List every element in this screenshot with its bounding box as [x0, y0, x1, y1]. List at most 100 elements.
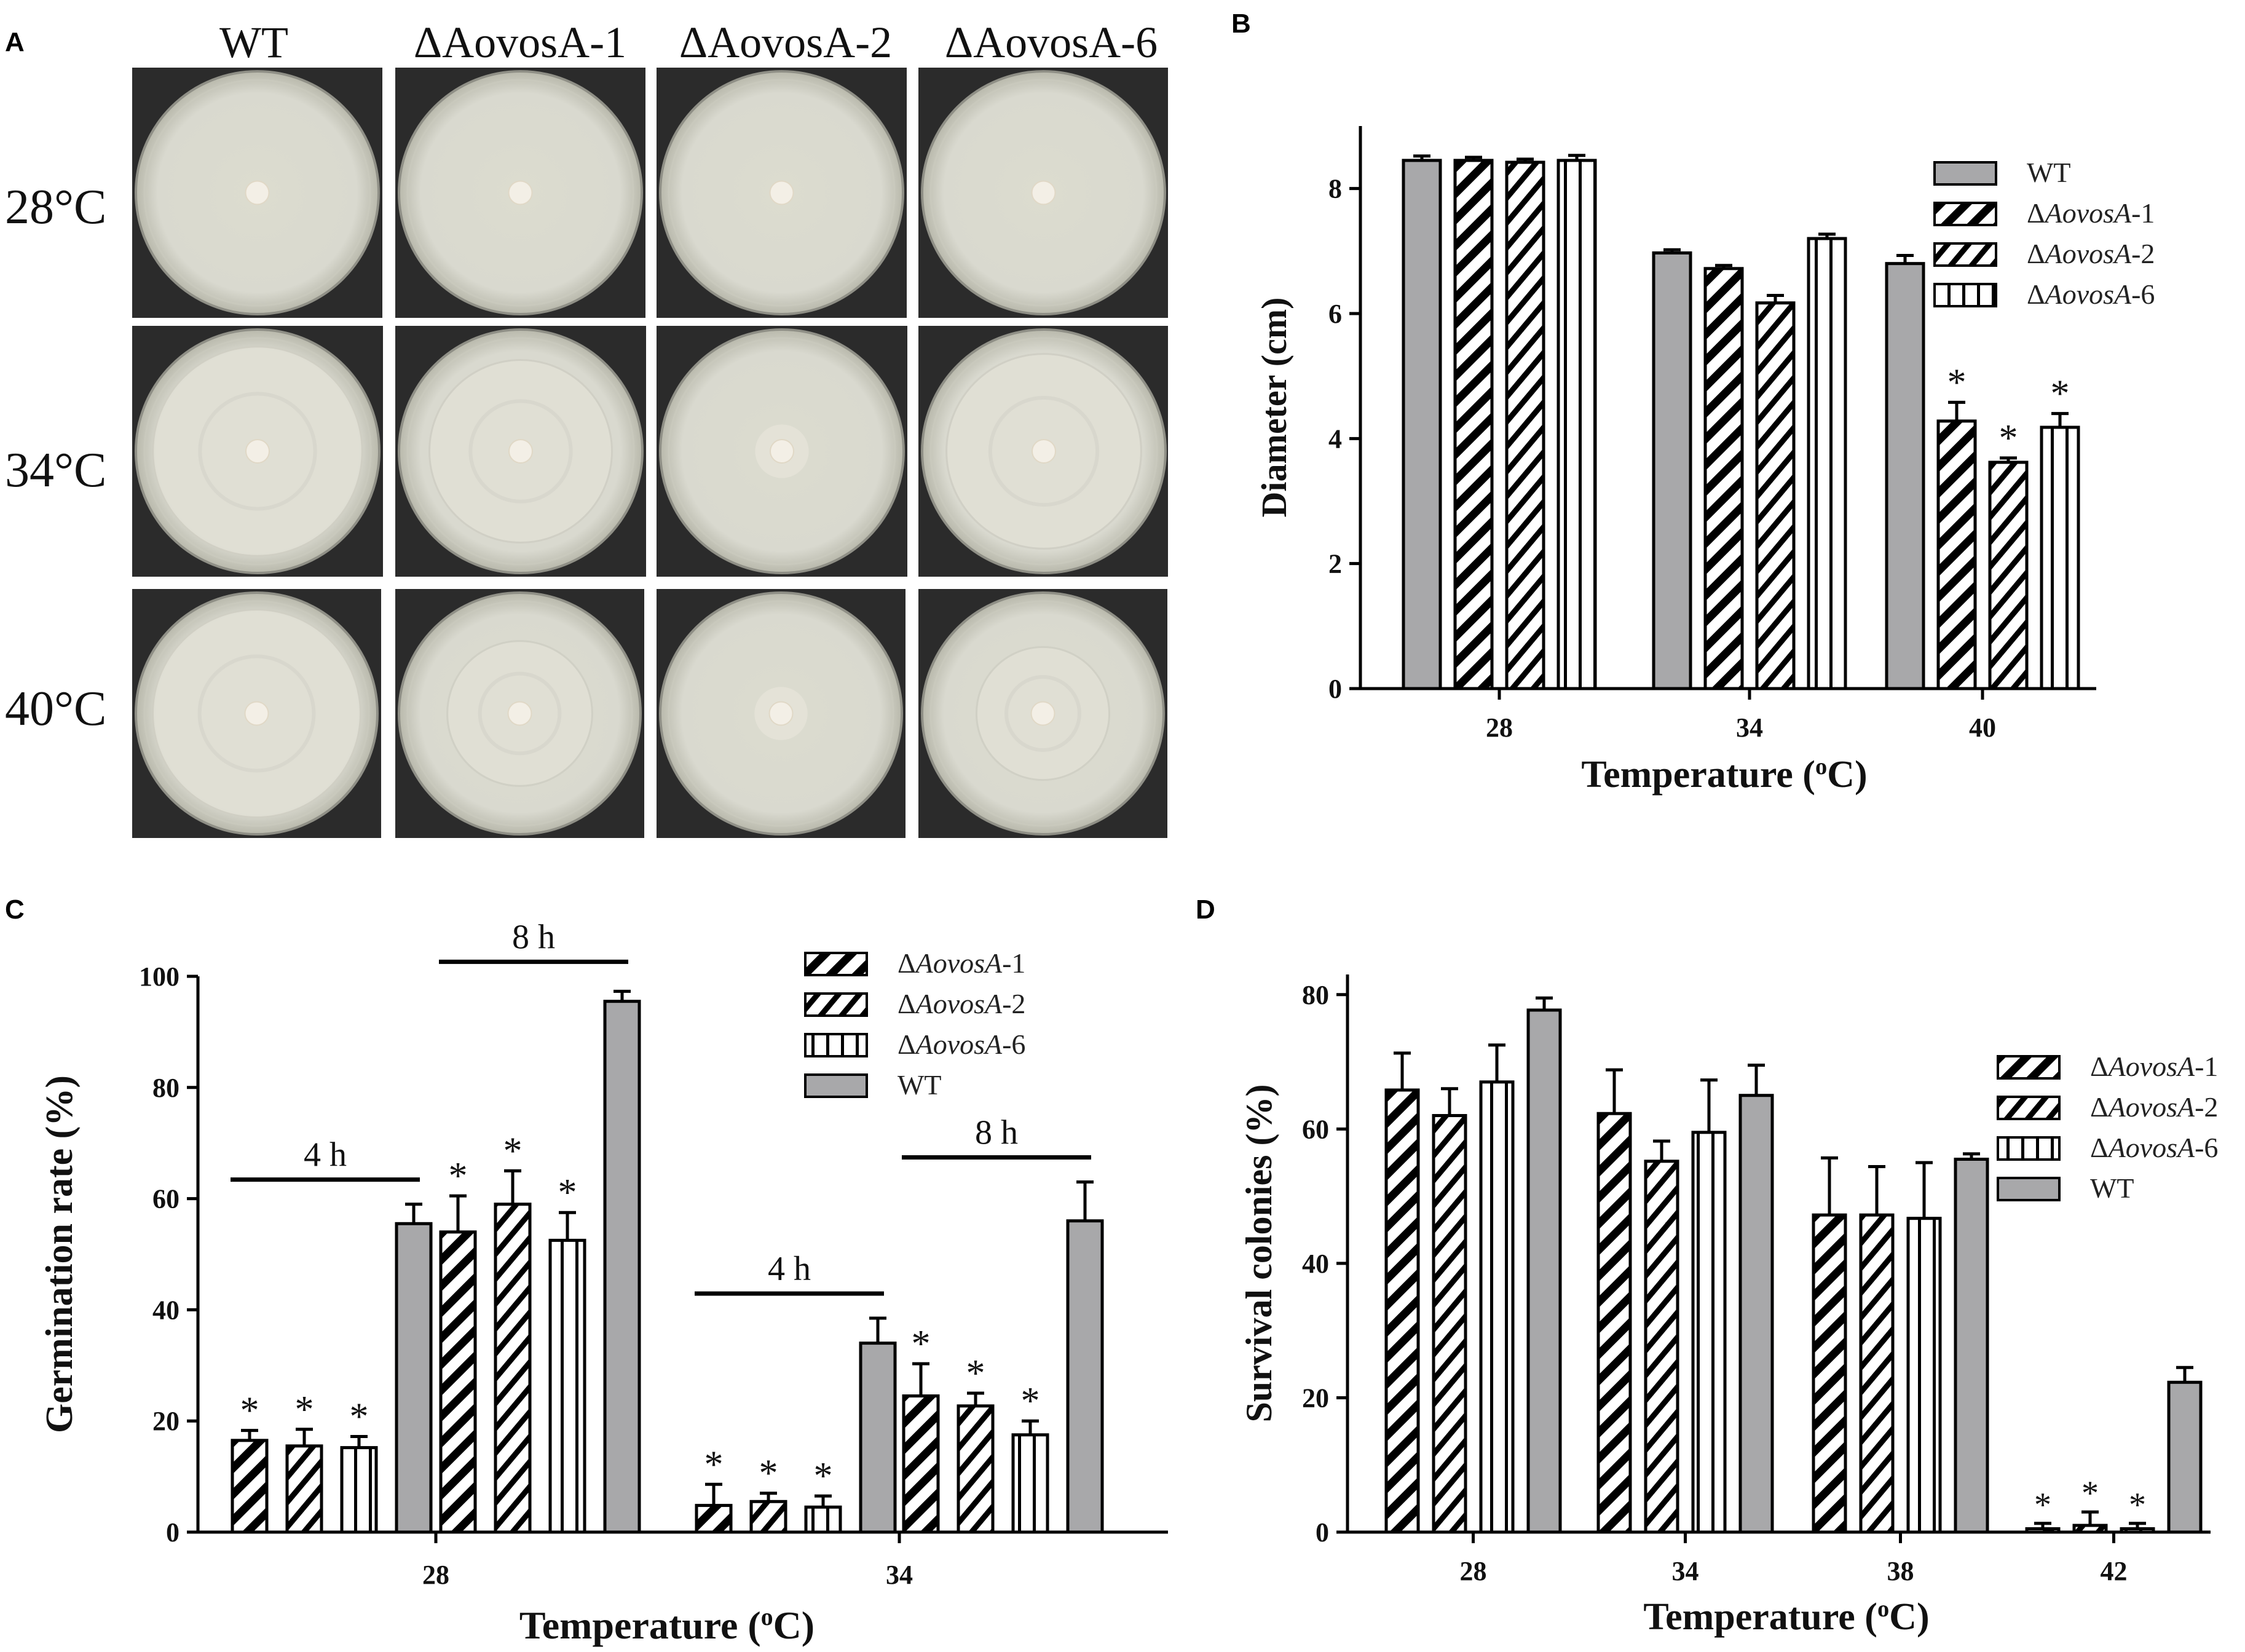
plate-0-1: [395, 68, 645, 318]
c-time-group-label: 8 h: [512, 918, 555, 956]
c-legend-swatch: [804, 992, 868, 1017]
c-significance-mark: *: [704, 1444, 724, 1485]
inoculum-plug: [508, 180, 533, 205]
b-bar: [1936, 419, 1977, 690]
inoculum-plug: [768, 701, 794, 726]
plate-1-1: [395, 326, 646, 577]
c-bar: [285, 1444, 323, 1534]
d-legend-label: ΔAovosA-1: [2090, 1051, 2218, 1082]
b-bar: [1755, 301, 1796, 690]
b-legend-swatch: [1933, 161, 1997, 186]
c-bar: [1011, 1433, 1049, 1534]
d-legend-swatch: [1997, 1136, 2061, 1161]
petri-rim: [929, 337, 1158, 566]
b-y-axis-label: Diameter (cm): [1254, 298, 1294, 518]
d-x-axis-label: Temperature (oC): [1643, 1596, 1929, 1638]
c-significance-mark: *: [449, 1155, 468, 1197]
d-legend-label: ΔAovosA-2: [2090, 1091, 2218, 1123]
strain-label-wt: WT: [219, 18, 288, 67]
d-bar: [1479, 1080, 1515, 1534]
b-bar: [1988, 460, 2029, 690]
b-legend-label: WT: [2027, 157, 2071, 188]
d-bar: [2120, 1527, 2155, 1534]
d-bar: [1691, 1131, 1727, 1534]
c-bar: [749, 1500, 787, 1534]
b-legend-swatch: [1933, 283, 1997, 307]
b-y-tick-label: 2: [1328, 549, 1342, 579]
petri-rim: [929, 79, 1158, 307]
inoculum-plug: [244, 701, 269, 726]
inoculum-plug: [1031, 180, 1056, 205]
panel-letter-c: C: [5, 895, 25, 925]
c-bar: [548, 1238, 586, 1534]
b-bar: [1453, 159, 1494, 690]
d-legend-label: WT: [2090, 1172, 2134, 1204]
plate-2-0: [132, 589, 381, 838]
b-legend-label: ΔAovosA-6: [2027, 279, 2155, 310]
d-bar: [2025, 1527, 2061, 1534]
b-legend-label: ΔAovosA-2: [2027, 238, 2155, 269]
plate-0-3: [918, 68, 1168, 318]
b-legend-swatch: [1933, 242, 1997, 267]
d-y-tick-label: 20: [1302, 1383, 1329, 1413]
inoculum-plug: [245, 439, 270, 464]
plate-grid: [132, 68, 1168, 838]
panel-letter-d: D: [1196, 895, 1215, 925]
c-significance-mark: *: [1021, 1380, 1040, 1422]
d-legend-swatch: [1997, 1096, 2061, 1120]
strain-label-aovosa-1: ΔAovosA-1: [413, 18, 627, 67]
b-significance-mark: *: [1999, 417, 2018, 459]
c-significance-mark: *: [558, 1172, 577, 1214]
c-significance-mark: *: [503, 1130, 523, 1172]
d-significance-mark: *: [2081, 1474, 2099, 1512]
petri-rim: [668, 337, 896, 566]
colony-ring: [468, 399, 573, 504]
inoculum-plug: [769, 180, 794, 205]
b-bar: [1402, 159, 1442, 690]
b-significance-mark: *: [2051, 373, 2070, 415]
c-y-tick-label: 20: [152, 1406, 180, 1436]
colony-ring: [988, 395, 1100, 507]
c-bar: [603, 1000, 641, 1534]
temp-label-40: 40°C: [5, 682, 107, 736]
b-legend-label: ΔAovosA-1: [2027, 197, 2155, 229]
c-x-axis-label: Temperature (oC): [519, 1603, 815, 1647]
c-bar: [494, 1203, 532, 1534]
d-significance-mark: *: [2129, 1486, 2146, 1524]
b-y-tick-label: 8: [1328, 174, 1342, 204]
d-bar: [1954, 1158, 1989, 1534]
b-y-tick-label: 6: [1328, 299, 1342, 329]
c-bar: [395, 1222, 433, 1534]
b-x-tick-label: 34: [1736, 713, 1763, 743]
inoculum-plug: [245, 180, 270, 205]
petri-rim: [143, 600, 370, 827]
petri-rim: [143, 337, 372, 566]
c-time-group-label: 8 h: [975, 1113, 1018, 1152]
d-bar: [1596, 1112, 1632, 1534]
petri-rim: [929, 600, 1156, 827]
c-significance-mark: *: [912, 1323, 931, 1365]
c-legend-label: ΔAovosA-2: [898, 988, 1025, 1019]
c-significance-mark: *: [240, 1390, 259, 1432]
c-y-tick-label: 40: [152, 1295, 180, 1325]
b-y-tick-label: 4: [1328, 424, 1342, 454]
d-bar: [2072, 1524, 2108, 1534]
panel-letter-a: A: [5, 27, 25, 57]
plate-0-0: [132, 68, 382, 318]
panel-letter-b: B: [1231, 9, 1251, 39]
d-bar: [1906, 1217, 1942, 1534]
d-y-tick-label: 60: [1302, 1114, 1329, 1144]
c-significance-mark: *: [350, 1396, 369, 1438]
temp-label-28: 28°C: [5, 180, 107, 234]
petri-rim: [406, 600, 633, 827]
c-y-tick-label: 80: [152, 1073, 180, 1103]
plate-2-1: [395, 589, 644, 838]
c-legend-label: WT: [898, 1069, 942, 1101]
inoculum-plug: [770, 439, 794, 464]
colony-ring: [1004, 675, 1081, 752]
c-y-tick-label: 0: [166, 1517, 180, 1547]
d-x-tick-label: 34: [1672, 1556, 1699, 1586]
c-significance-mark: *: [295, 1389, 314, 1431]
b-x-axis-label: Temperature (oC): [1581, 754, 1867, 796]
d-bar: [1432, 1113, 1467, 1534]
